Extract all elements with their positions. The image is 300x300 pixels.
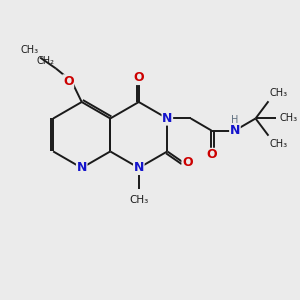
Text: CH₃: CH₃ bbox=[129, 195, 148, 205]
Text: N: N bbox=[134, 161, 144, 174]
Text: O: O bbox=[134, 71, 144, 84]
Text: O: O bbox=[206, 148, 217, 161]
Text: O: O bbox=[63, 75, 74, 88]
Text: CH₃: CH₃ bbox=[21, 45, 39, 55]
Text: CH₃: CH₃ bbox=[270, 88, 288, 98]
Text: CH₃: CH₃ bbox=[280, 113, 298, 124]
Text: CH₃: CH₃ bbox=[270, 139, 288, 149]
Text: N: N bbox=[162, 112, 172, 125]
Text: N: N bbox=[230, 124, 240, 137]
Text: CH₂: CH₂ bbox=[37, 56, 55, 66]
Text: N: N bbox=[76, 161, 87, 174]
Text: H: H bbox=[231, 116, 239, 125]
Text: O: O bbox=[182, 156, 193, 169]
